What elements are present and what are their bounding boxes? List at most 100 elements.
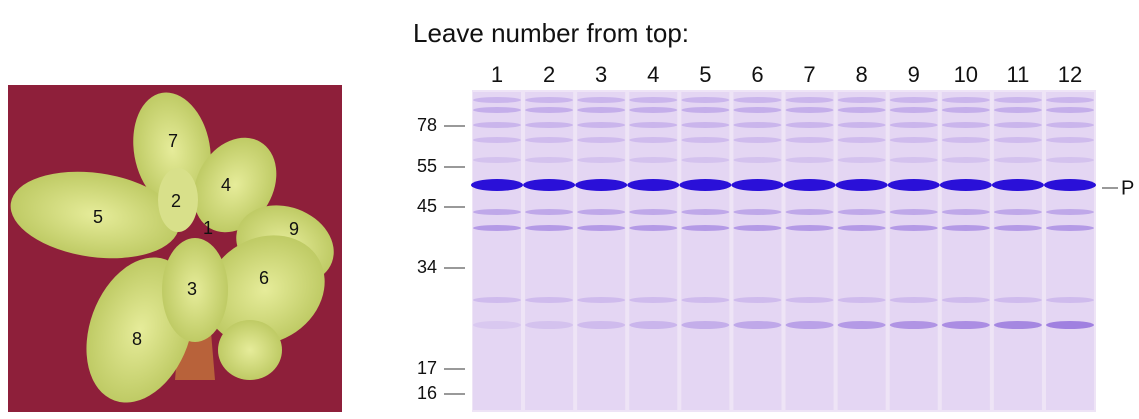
band	[994, 97, 1042, 103]
band	[942, 122, 990, 128]
band-p	[784, 179, 836, 191]
band	[1046, 297, 1094, 303]
band	[629, 107, 677, 113]
band	[890, 137, 938, 143]
band	[890, 321, 938, 329]
marker-label: 17	[417, 358, 437, 378]
gel-title: Leave number from top:	[413, 18, 689, 48]
band	[890, 107, 938, 113]
lane-label: 9	[908, 62, 920, 87]
lane-label: 6	[751, 62, 763, 87]
band	[525, 209, 573, 215]
marker-label: 78	[417, 115, 437, 135]
band	[890, 209, 938, 215]
band	[786, 297, 834, 303]
band	[786, 321, 834, 329]
band	[942, 137, 990, 143]
band	[629, 137, 677, 143]
band	[473, 122, 521, 128]
band	[942, 157, 990, 163]
marker-label: 55	[417, 156, 437, 176]
page: Leave number from top: 72451936812345678…	[0, 0, 1139, 419]
band	[681, 157, 729, 163]
band	[525, 137, 573, 143]
band-p	[731, 179, 783, 191]
band	[786, 97, 834, 103]
lane-label: 5	[699, 62, 711, 87]
band	[733, 97, 781, 103]
band	[838, 321, 886, 329]
band	[473, 321, 521, 329]
leaf-label: 2	[171, 191, 181, 211]
band	[473, 97, 521, 103]
band	[525, 122, 573, 128]
band	[1046, 321, 1094, 329]
band	[890, 225, 938, 231]
band	[473, 157, 521, 163]
band	[629, 225, 677, 231]
band	[838, 97, 886, 103]
band	[786, 107, 834, 113]
band	[681, 122, 729, 128]
band	[525, 157, 573, 163]
band	[838, 137, 886, 143]
band-p	[523, 179, 575, 191]
band	[733, 321, 781, 329]
leaf-label: 8	[132, 329, 142, 349]
band	[733, 157, 781, 163]
band	[681, 297, 729, 303]
band	[681, 97, 729, 103]
band	[681, 209, 729, 215]
band-p	[1044, 179, 1096, 191]
band	[577, 209, 625, 215]
band	[733, 122, 781, 128]
band-p	[575, 179, 627, 191]
band	[786, 225, 834, 231]
band	[473, 107, 521, 113]
band	[681, 225, 729, 231]
band	[994, 137, 1042, 143]
lane-label: 11	[1006, 62, 1029, 87]
lane-label: 12	[1058, 62, 1082, 87]
band	[1046, 97, 1094, 103]
band	[890, 97, 938, 103]
band	[994, 107, 1042, 113]
leaf-label: 1	[203, 218, 213, 238]
band-p	[992, 179, 1044, 191]
band	[733, 137, 781, 143]
band-p	[471, 179, 523, 191]
band	[733, 209, 781, 215]
band	[577, 107, 625, 113]
marker-label: 34	[417, 257, 437, 277]
band	[942, 97, 990, 103]
band	[1046, 137, 1094, 143]
band	[994, 157, 1042, 163]
band	[525, 321, 573, 329]
band	[473, 137, 521, 143]
band	[994, 297, 1042, 303]
band	[733, 107, 781, 113]
band	[577, 122, 625, 128]
band	[577, 157, 625, 163]
leaf-label: 4	[221, 175, 231, 195]
figure: Leave number from top: 72451936812345678…	[0, 0, 1139, 419]
band	[1046, 107, 1094, 113]
band	[942, 225, 990, 231]
band	[786, 122, 834, 128]
band	[1046, 157, 1094, 163]
band	[942, 321, 990, 329]
band	[473, 297, 521, 303]
band-label: P	[1121, 177, 1134, 199]
band	[629, 321, 677, 329]
band	[994, 122, 1042, 128]
band	[890, 122, 938, 128]
band	[525, 97, 573, 103]
band	[994, 321, 1042, 329]
band-p	[627, 179, 679, 191]
leaf-label: 6	[259, 268, 269, 288]
band	[733, 297, 781, 303]
band-p	[888, 179, 940, 191]
band	[942, 297, 990, 303]
lane-label: 1	[491, 62, 503, 87]
band	[525, 225, 573, 231]
